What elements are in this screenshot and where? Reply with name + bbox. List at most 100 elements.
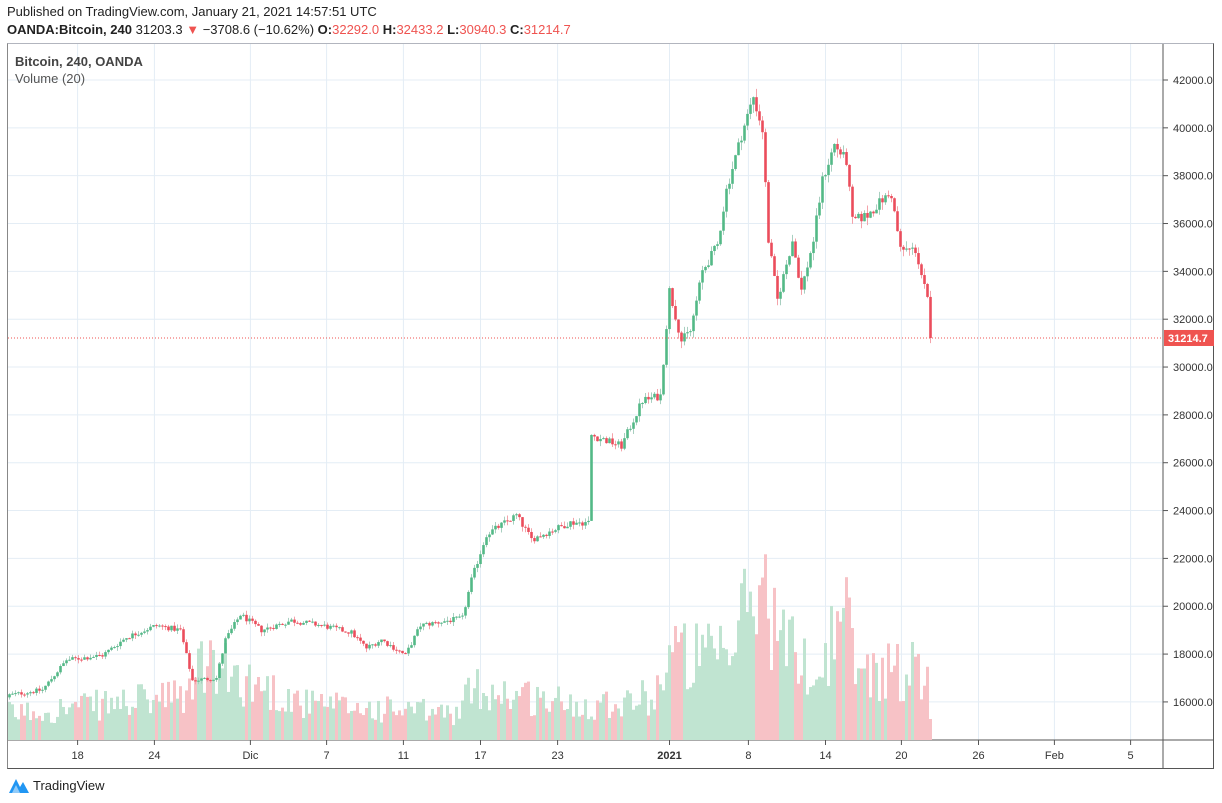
candle-body <box>200 678 203 681</box>
high-label: H: <box>382 22 397 37</box>
volume-bar <box>401 715 404 740</box>
candle-body <box>854 216 857 219</box>
candle-body <box>587 520 590 523</box>
volume-bar <box>617 708 620 740</box>
volume-bar <box>521 687 524 740</box>
candle-body <box>389 645 392 647</box>
candle-body <box>848 164 851 187</box>
volume-bar <box>407 701 410 740</box>
volume-bar <box>503 681 506 740</box>
candle-body <box>158 625 161 627</box>
candle-body <box>446 620 449 622</box>
candle-body <box>749 104 752 114</box>
candle-body <box>773 256 776 276</box>
volume-bar <box>776 640 779 740</box>
volume-bar <box>95 689 98 740</box>
volume-bar <box>656 675 659 740</box>
volume-bar <box>122 689 125 740</box>
candle-body <box>437 622 440 624</box>
candle-body <box>722 211 725 231</box>
candle-body <box>707 265 710 267</box>
volume-bar <box>92 711 95 740</box>
tradingview-logo[interactable]: TradingView <box>8 776 105 794</box>
candle-body <box>215 678 218 680</box>
volume-bar <box>263 690 266 740</box>
volume-bar <box>581 714 584 740</box>
volume-bar <box>347 713 350 740</box>
volume-bar <box>149 713 152 740</box>
volume-bar <box>380 722 383 740</box>
volume-bar <box>11 704 14 740</box>
candle-body <box>569 521 572 527</box>
close-label: C: <box>509 22 524 37</box>
volume-bar <box>35 718 38 740</box>
y-tick-label: 28000.0 <box>1173 410 1213 422</box>
candle-body <box>476 564 479 568</box>
volume-bar <box>746 612 749 740</box>
candle-body <box>20 692 23 695</box>
candle-body <box>779 291 782 299</box>
candle-body <box>539 536 542 538</box>
candle-body <box>341 627 344 632</box>
volume-bar <box>800 675 803 740</box>
volume-bar <box>872 653 875 740</box>
volume-bar <box>65 714 68 740</box>
volume-bar <box>650 699 653 740</box>
candle-body <box>839 149 842 155</box>
candle-body <box>464 607 467 616</box>
volume-bar <box>773 587 776 740</box>
volume-bar <box>752 616 755 740</box>
candle-body <box>167 626 170 631</box>
candle-body <box>119 641 122 647</box>
volume-bar <box>353 710 356 740</box>
volume-bar <box>914 656 917 740</box>
candle-body <box>293 619 296 623</box>
volume-bar <box>638 704 641 740</box>
y-tick-label: 40000.0 <box>1173 123 1213 135</box>
volume-bar <box>158 701 161 740</box>
candle-body <box>794 241 797 258</box>
candle-body <box>647 396 650 400</box>
volume-bar <box>8 702 11 740</box>
volume-bar <box>695 623 698 740</box>
candle-body <box>110 647 113 650</box>
volume-bar <box>221 668 224 740</box>
volume-bar <box>848 597 851 740</box>
candle-body <box>122 639 125 642</box>
candle-body <box>371 644 374 646</box>
candle-body <box>140 632 143 635</box>
candle-body <box>146 630 149 632</box>
volume-bar <box>806 694 809 740</box>
volume-indicator-label[interactable]: Volume (20) <box>15 71 86 86</box>
volume-bar <box>785 666 788 740</box>
candle-body <box>311 621 314 623</box>
candle-body <box>116 646 119 648</box>
volume-bar <box>194 677 197 740</box>
volume-bar <box>749 591 752 740</box>
candle-body <box>440 622 443 624</box>
x-tick-label: 11 <box>398 750 409 762</box>
candle-body <box>716 244 719 246</box>
volume-bar <box>554 697 557 740</box>
volume-bar <box>53 723 56 740</box>
volume-bar <box>707 623 710 740</box>
volume-bar <box>716 659 719 740</box>
volume-bar <box>797 683 800 740</box>
volume-bar <box>107 713 110 740</box>
volume-bar <box>80 695 83 740</box>
symbol-info: OANDA:Bitcoin, 240 31203.3 ▼ −3708.6 (−1… <box>7 22 571 37</box>
volume-bar <box>389 699 392 740</box>
volume-bar <box>119 708 122 740</box>
volume-bar <box>584 699 587 740</box>
volume-bar <box>836 611 839 740</box>
volume-bar <box>410 706 413 740</box>
volume-bar <box>719 625 722 740</box>
volume-bar <box>110 697 113 740</box>
volume-bar <box>587 719 590 740</box>
volume-bar <box>635 705 638 740</box>
volume-bar <box>167 681 170 740</box>
candle-body <box>536 536 539 542</box>
volume-bar <box>527 681 530 740</box>
volume-bar <box>113 709 116 740</box>
